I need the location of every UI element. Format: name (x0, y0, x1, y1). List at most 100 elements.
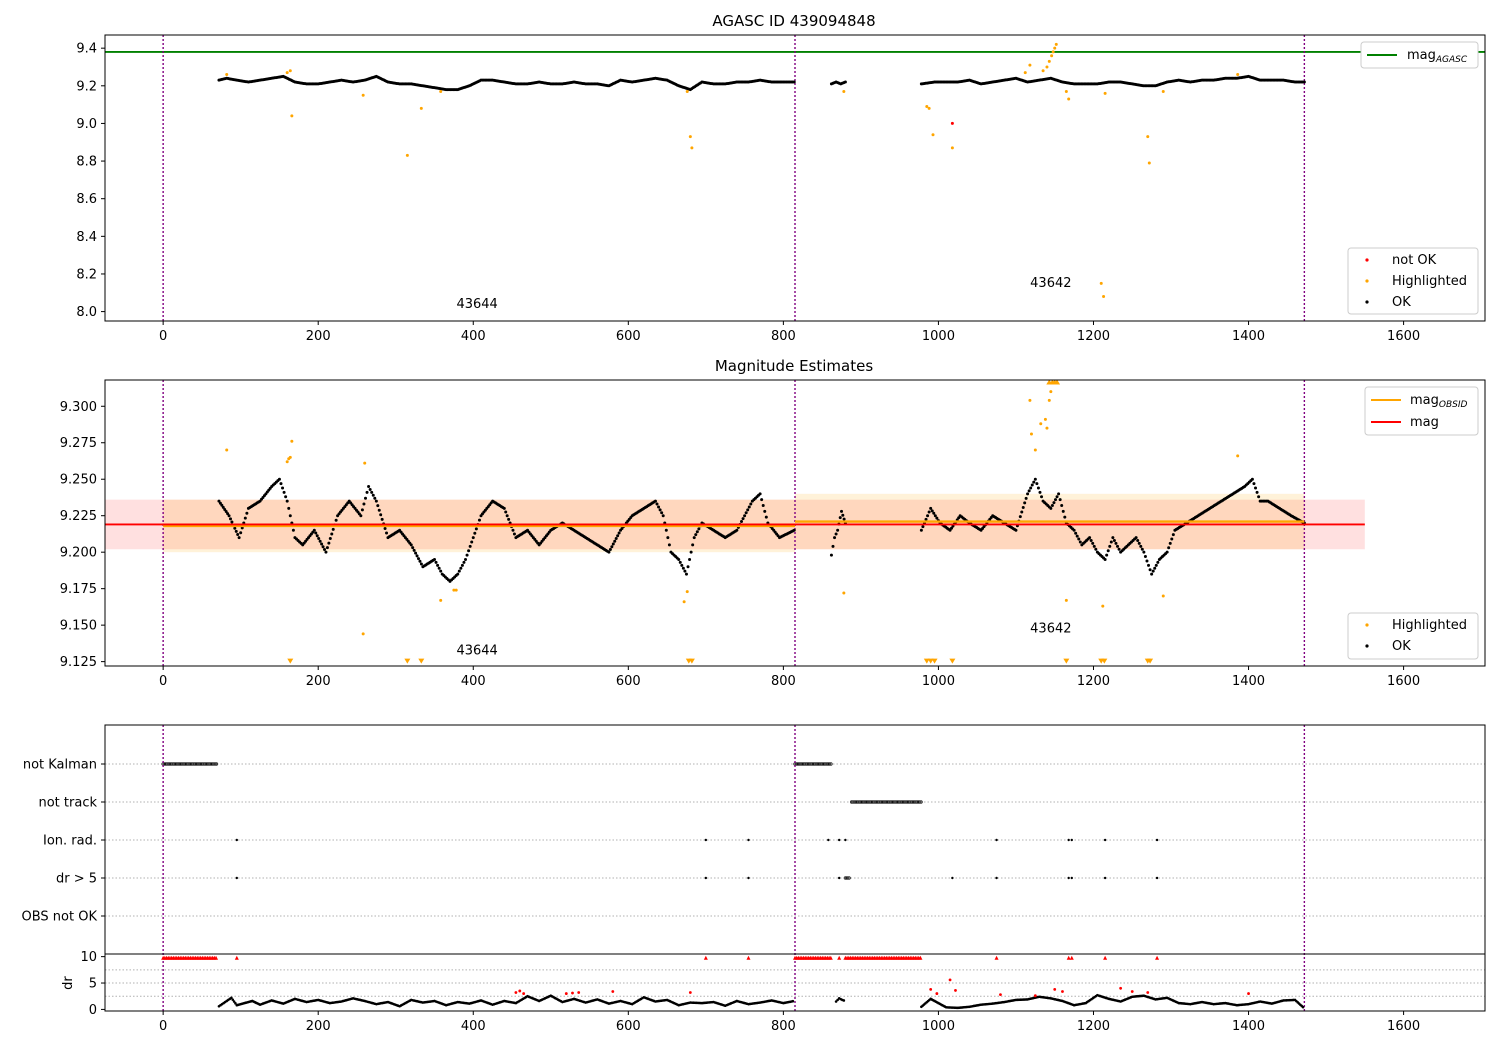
ok-point (1033, 477, 1037, 481)
flag-marker (827, 838, 830, 842)
flag-marker (1103, 838, 1107, 842)
highlighted-offscale-point (931, 658, 938, 664)
y-tick-label: 9.2 (76, 79, 97, 94)
ok-point (1150, 572, 1154, 576)
y-tick-label: 9.125 (60, 655, 97, 670)
ok-point (1156, 560, 1160, 564)
dr-ok-point (232, 1000, 236, 1003)
dr-capped-point (1103, 955, 1108, 960)
ok-point (377, 508, 381, 512)
highlighted-offscale-point (923, 658, 930, 664)
ok-point (1074, 531, 1078, 535)
ok-point (227, 514, 231, 518)
ok-point (935, 516, 939, 520)
dr-not-ok-point (577, 991, 581, 994)
flag-marker (235, 838, 238, 842)
ok-point (367, 485, 371, 489)
ok-point (379, 513, 383, 517)
flag-marker (213, 762, 217, 766)
highlighted-point (361, 93, 365, 97)
obsid-annotation: 43642 (1030, 276, 1071, 291)
y-tick-label: 9.175 (60, 582, 97, 597)
ok-point (330, 532, 334, 536)
ok-point (927, 510, 931, 514)
dr-ok-point (230, 996, 233, 1000)
x-tick-label: 1400 (1232, 1019, 1265, 1034)
highlighted-point (288, 69, 292, 73)
ok-point (284, 495, 288, 499)
dr-ok-point (842, 999, 846, 1002)
dr-capped-point (234, 955, 239, 960)
highlighted-point (1161, 89, 1165, 93)
dr-not-ok-point (935, 992, 939, 995)
ok-point (331, 527, 335, 531)
ok-point (678, 560, 682, 564)
agasc-magnitude-panel: AGASC ID 439094848 43644 43642 0 200 400 600 8… (76, 12, 1486, 344)
ok-point (459, 566, 463, 570)
ok-point (230, 520, 234, 524)
highlighted-offscale-point (688, 658, 695, 664)
dr-capped-point (918, 955, 923, 960)
dr-not-ok-point (1119, 986, 1123, 990)
ok-point (465, 553, 469, 557)
ok-point (691, 543, 695, 547)
ok-point (279, 482, 283, 486)
ok-point (658, 508, 662, 512)
ok-point (415, 554, 419, 558)
x-tick-label: 400 (461, 329, 486, 344)
y-tick-label: 8.8 (76, 155, 97, 170)
highlighted-point (690, 146, 694, 150)
flag-marker (829, 762, 833, 766)
highlighted-point (1051, 50, 1055, 54)
ok-point (1143, 555, 1147, 559)
x-tick-label: 0 (159, 674, 167, 689)
ok-point (1050, 503, 1054, 507)
highlighted-point (950, 146, 954, 150)
y-tick-label: 8.0 (76, 305, 97, 320)
ok-point (220, 503, 224, 507)
ok-point (792, 80, 796, 84)
y-tick-label: 8.2 (76, 267, 97, 282)
dr-tick-label: 5 (89, 977, 97, 992)
legend-ok: OK (1392, 295, 1411, 310)
ok-point (617, 531, 621, 535)
ok-point (1077, 537, 1081, 541)
ok-point (613, 539, 617, 543)
ok-point (468, 544, 472, 548)
ok-point (1252, 482, 1256, 486)
highlighted-offscale-point (1147, 658, 1154, 664)
ok-point (655, 502, 659, 506)
ok-point (664, 528, 668, 532)
legend-upper: magAGASC (1360, 41, 1479, 69)
ok-point (919, 528, 923, 532)
ok-point (1063, 515, 1067, 519)
x-tick-label: 1600 (1387, 329, 1420, 344)
ok-point (1027, 489, 1031, 493)
ok-point (747, 505, 751, 509)
ok-point (1134, 536, 1138, 540)
highlighted-point (1047, 398, 1051, 402)
ok-point (607, 550, 611, 554)
ok-point (760, 498, 764, 502)
flag-row-label: Ion. rad. (43, 834, 97, 849)
ok-point (667, 543, 671, 547)
ok-point (1023, 501, 1027, 505)
ok-point (933, 514, 937, 518)
x-tick-label: 800 (771, 329, 796, 344)
flag-marker (214, 762, 219, 766)
dr-not-ok-point (1146, 991, 1150, 994)
highlighted-point (1101, 604, 1105, 608)
ok-point (1108, 544, 1112, 548)
highlighted-point (1161, 594, 1165, 598)
dr-ok-point (234, 1002, 237, 1005)
ok-point (505, 514, 509, 518)
x-tick-label: 800 (771, 674, 796, 689)
highlighted-point (419, 106, 423, 110)
ok-point (359, 514, 363, 518)
ok-point (1058, 498, 1062, 502)
highlighted-point (1102, 295, 1106, 299)
dr-not-ok-point (1033, 994, 1037, 998)
ok-point (834, 532, 838, 536)
obsid-annotation: 43644 (456, 297, 497, 312)
ok-point (746, 508, 750, 512)
